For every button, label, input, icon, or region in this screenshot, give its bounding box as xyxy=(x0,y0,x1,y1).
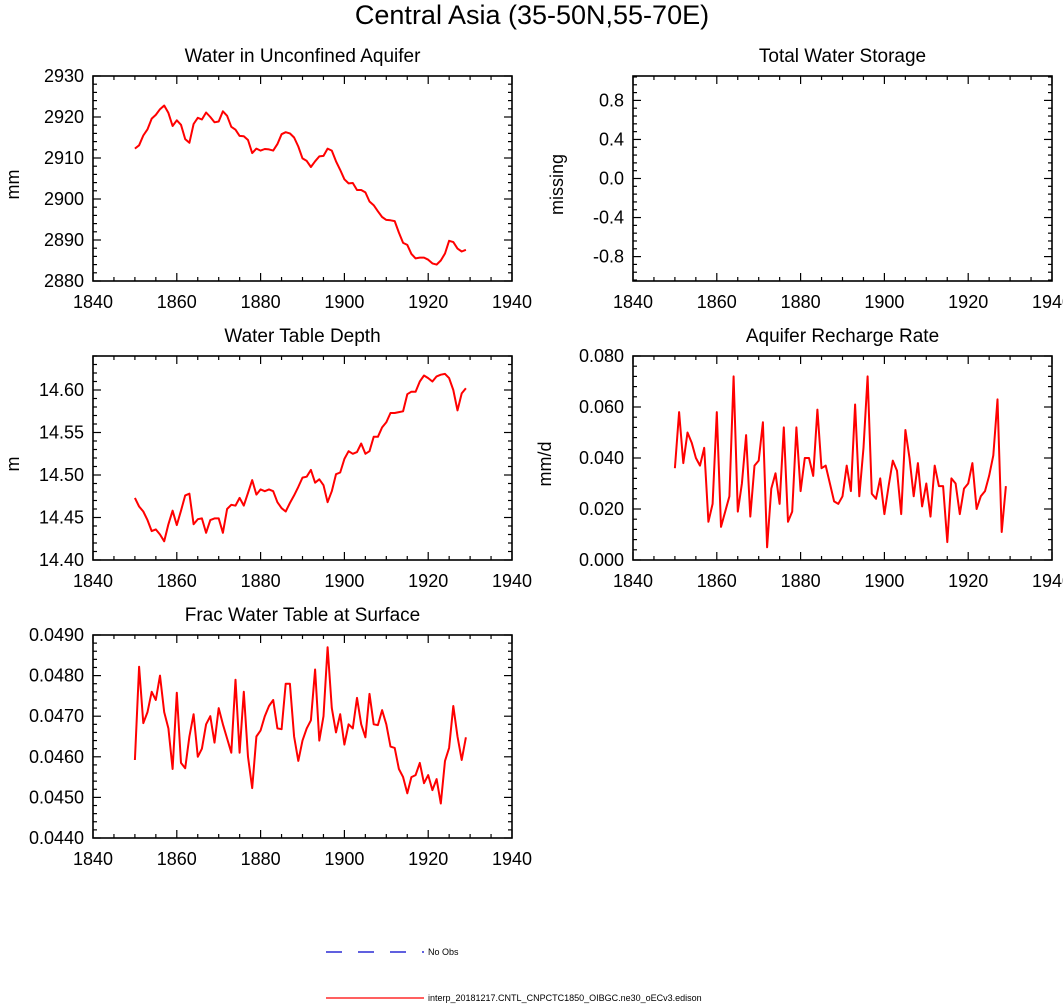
total-water-storage-ytick-label: 0.4 xyxy=(599,129,624,149)
frac-water-table-at-surface-series-line xyxy=(133,646,467,805)
total-water-storage-ytick-label: 0.0 xyxy=(599,169,624,189)
frac-water-table-at-surface-ytick-label: 0.0490 xyxy=(29,625,84,645)
frac-water-table-at-surface-ytick-label: 0.0440 xyxy=(29,828,84,848)
total-water-storage-ytick-label: -0.8 xyxy=(593,247,624,267)
water-in-unconfined-aquifer-series-line xyxy=(134,104,467,266)
frac-water-table-at-surface-ytick-label: 0.0450 xyxy=(29,787,84,807)
total-water-storage-xtick-label: 1900 xyxy=(864,292,904,312)
water-table-depth-xtick-label: 1860 xyxy=(157,571,197,591)
aquifer-recharge-rate-ylabel: mm/d xyxy=(535,442,555,487)
water-table-depth-xtick-label: 1840 xyxy=(73,571,113,591)
water-in-unconfined-aquifer-xtick-label: 1920 xyxy=(408,292,448,312)
water-in-unconfined-aquifer-ytick-label: 2900 xyxy=(44,189,84,209)
water-in-unconfined-aquifer-title: Water in Unconfined Aquifer xyxy=(185,46,422,67)
aquifer-recharge-rate-series-line xyxy=(673,375,1007,549)
frac-water-table-at-surface-ytick-label: 0.0480 xyxy=(29,666,84,686)
legend-label-model-run: interp_20181217.CNTL_CNPCTC1850_OIBGC.ne… xyxy=(428,993,702,1003)
water-in-unconfined-aquifer-ytick-label: 2920 xyxy=(44,107,84,127)
aquifer-recharge-rate-xtick-label: 1900 xyxy=(864,571,904,591)
aquifer-recharge-rate-ytick-label: 0.060 xyxy=(579,397,624,417)
water-table-depth-ytick-label: 14.45 xyxy=(39,508,84,528)
panel-aquifer-recharge-rate: Aquifer Recharge Rate mm/d 1840 1860 1880 190… xyxy=(535,326,1063,591)
total-water-storage-xtick-label: 1920 xyxy=(948,292,988,312)
aquifer-recharge-rate-xtick-label: 1860 xyxy=(697,571,737,591)
frac-water-table-at-surface-xtick-label: 1920 xyxy=(408,849,448,869)
water-table-depth-ytick-label: 14.50 xyxy=(39,465,84,485)
frac-water-table-at-surface-ytick-label: 0.0460 xyxy=(29,747,84,767)
total-water-storage-title: Total Water Storage xyxy=(759,46,926,67)
water-in-unconfined-aquifer-ytick-label: 2930 xyxy=(44,66,84,86)
frac-water-table-at-surface-xtick-label: 1860 xyxy=(157,849,197,869)
total-water-storage-xtick-label: 1860 xyxy=(697,292,737,312)
aquifer-recharge-rate-ytick-label: 0.000 xyxy=(579,550,624,570)
water-table-depth-ytick-label: 14.60 xyxy=(39,380,84,400)
total-water-storage-ylabel: missing xyxy=(547,154,567,215)
total-water-storage-xtick-label: 1940 xyxy=(1032,292,1063,312)
water-table-depth-series-line xyxy=(134,372,467,543)
aquifer-recharge-rate-title: Aquifer Recharge Rate xyxy=(746,326,939,347)
aquifer-recharge-rate-ytick-label: 0.020 xyxy=(579,499,624,519)
legend-label-no-obs: No Obs xyxy=(428,947,459,957)
frac-water-table-at-surface-ytick-label: 0.0470 xyxy=(29,706,84,726)
water-table-depth-xtick-label: 1880 xyxy=(241,571,281,591)
frac-water-table-at-surface-xtick-label: 1840 xyxy=(73,849,113,869)
water-in-unconfined-aquifer-xtick-label: 1840 xyxy=(73,292,113,312)
water-table-depth-ytick-label: 14.55 xyxy=(39,423,84,443)
water-in-unconfined-aquifer-ytick-label: 2880 xyxy=(44,271,84,291)
water-table-depth-title: Water Table Depth xyxy=(224,326,380,347)
aquifer-recharge-rate-xtick-label: 1840 xyxy=(613,571,653,591)
water-table-depth-xtick-label: 1940 xyxy=(492,571,532,591)
water-in-unconfined-aquifer-xtick-label: 1940 xyxy=(492,292,532,312)
frac-water-table-at-surface-xtick-label: 1900 xyxy=(324,849,364,869)
aquifer-recharge-rate-ytick-label: 0.080 xyxy=(579,346,624,366)
water-in-unconfined-aquifer-ytick-label: 2890 xyxy=(44,230,84,250)
total-water-storage-ytick-label: 0.8 xyxy=(599,90,624,110)
total-water-storage-ytick-label: -0.4 xyxy=(593,208,624,228)
water-in-unconfined-aquifer-xtick-label: 1900 xyxy=(324,292,364,312)
water-in-unconfined-aquifer-xtick-label: 1860 xyxy=(157,292,197,312)
total-water-storage-xtick-label: 1880 xyxy=(781,292,821,312)
water-in-unconfined-aquifer-ytick-label: 2910 xyxy=(44,148,84,168)
panel-total-water-storage: Total Water Storage missing 1840 1860 1880 19… xyxy=(547,46,1063,312)
aquifer-recharge-rate-ytick-label: 0.040 xyxy=(579,448,624,468)
panel-frac-water-table-at-surface: Frac Water Table at Surface 1840 1860 1880 1… xyxy=(29,605,532,869)
water-in-unconfined-aquifer-xtick-label: 1880 xyxy=(241,292,281,312)
water-in-unconfined-aquifer-ylabel: mm xyxy=(3,170,23,200)
water-table-depth-xtick-label: 1900 xyxy=(324,571,364,591)
aquifer-recharge-rate-xtick-label: 1880 xyxy=(781,571,821,591)
frac-water-table-at-surface-title: Frac Water Table at Surface xyxy=(185,605,421,626)
water-table-depth-ytick-label: 14.40 xyxy=(39,550,84,570)
frac-water-table-at-surface-xtick-label: 1880 xyxy=(241,849,281,869)
water-table-depth-ylabel: m xyxy=(3,457,23,472)
figure-title: Central Asia (35-50N,55-70E) xyxy=(355,0,709,30)
water-table-depth-xtick-label: 1920 xyxy=(408,571,448,591)
panel-water-in-unconfined-aquifer: Water in Unconfined Aquifer mm 1840 1860 188… xyxy=(3,46,532,312)
frac-water-table-at-surface-xtick-label: 1940 xyxy=(492,849,532,869)
aquifer-recharge-rate-xtick-label: 1940 xyxy=(1032,571,1063,591)
panel-water-table-depth: Water Table Depth m 1840 1860 1880 1900 1920 19… xyxy=(3,326,532,591)
legend: No Obs interp_20181217.CNTL_CNPCTC1850_O… xyxy=(326,947,702,1003)
total-water-storage-xtick-label: 1840 xyxy=(613,292,653,312)
aquifer-recharge-rate-xtick-label: 1920 xyxy=(948,571,988,591)
